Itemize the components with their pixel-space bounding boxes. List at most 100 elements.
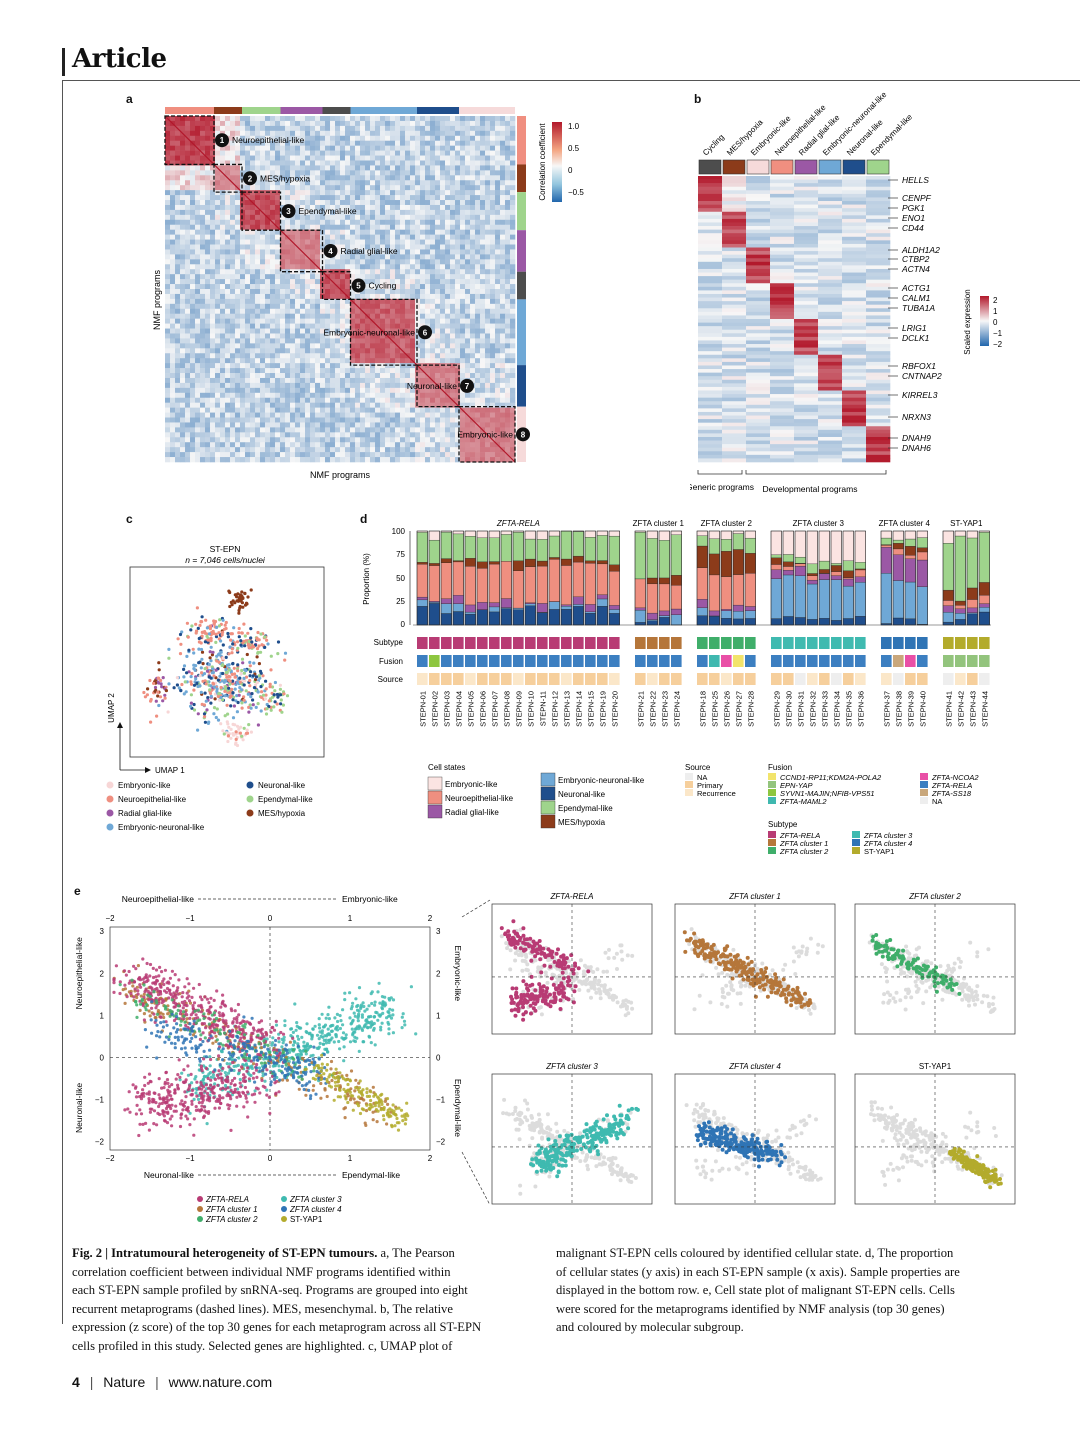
heatmap-cell bbox=[255, 397, 261, 403]
heatmap-cell bbox=[205, 402, 211, 408]
heatmap-cell bbox=[370, 195, 376, 201]
heatmap-cell bbox=[510, 338, 516, 344]
heatmap-cell bbox=[485, 135, 491, 142]
heatmap-cell bbox=[445, 437, 451, 443]
heatmap-cell bbox=[490, 130, 496, 137]
heatmap-cell bbox=[355, 214, 361, 221]
heatmap-cell bbox=[385, 422, 391, 428]
heatmap-cell bbox=[510, 135, 516, 142]
heatmap-cell bbox=[175, 234, 181, 240]
heatmap-cell bbox=[475, 195, 481, 201]
heatmap-cell bbox=[175, 343, 181, 349]
heatmap-cell bbox=[180, 125, 186, 132]
heatmap-cell bbox=[365, 264, 371, 270]
heatmap-cell bbox=[220, 358, 226, 364]
heatmap-cell bbox=[180, 358, 186, 364]
heatmap-cell bbox=[265, 432, 271, 438]
heatmap-cell bbox=[475, 185, 481, 191]
heatmap-cell bbox=[385, 377, 391, 384]
heatmap-cell bbox=[350, 407, 356, 413]
heatmap-cell bbox=[320, 145, 326, 151]
heatmap-cell bbox=[415, 397, 421, 403]
heatmap-cell bbox=[305, 239, 311, 245]
heatmap-cell bbox=[445, 452, 451, 458]
heatmap-cell bbox=[275, 313, 281, 319]
heatmap-cell bbox=[260, 348, 266, 354]
heatmap-cell bbox=[230, 412, 236, 418]
heatmap-cell bbox=[275, 387, 281, 394]
heatmap-cell bbox=[335, 432, 341, 438]
heatmap-cell bbox=[475, 259, 481, 265]
heatmap-cell bbox=[355, 239, 361, 245]
heatmap-cell bbox=[200, 155, 206, 161]
heatmap-cell bbox=[280, 264, 286, 270]
heatmap-cell bbox=[450, 284, 456, 290]
heatmap-cell bbox=[455, 427, 461, 433]
heatmap-cell bbox=[405, 209, 411, 216]
heatmap-cell bbox=[215, 170, 221, 176]
heatmap-cell bbox=[310, 402, 316, 408]
heatmap-cell bbox=[495, 155, 501, 161]
heatmap-cell bbox=[475, 254, 481, 260]
heatmap-cell bbox=[250, 328, 256, 334]
heatmap-cell bbox=[315, 279, 321, 285]
heatmap-cell bbox=[330, 293, 336, 300]
heatmap-cell bbox=[230, 293, 236, 300]
heatmap-cell bbox=[510, 382, 516, 389]
heatmap-cell bbox=[490, 259, 496, 265]
heatmap-cell bbox=[245, 422, 251, 428]
heatmap-cell bbox=[370, 313, 376, 319]
heatmap-cell bbox=[430, 284, 436, 290]
heatmap-cell bbox=[435, 135, 441, 142]
heatmap-cell bbox=[235, 457, 241, 463]
heatmap-cell bbox=[415, 229, 421, 235]
heatmap-cell bbox=[175, 135, 181, 142]
heatmap-cell bbox=[245, 249, 251, 255]
heatmap-cell bbox=[335, 343, 341, 349]
heatmap-cell bbox=[445, 269, 451, 275]
heatmap-cell bbox=[235, 417, 241, 423]
heatmap-cell bbox=[265, 348, 271, 354]
heatmap-cell bbox=[390, 293, 396, 300]
heatmap-cell bbox=[365, 422, 371, 428]
heatmap-cell bbox=[450, 125, 456, 132]
heatmap-cell bbox=[345, 145, 351, 151]
heatmap-cell bbox=[315, 392, 321, 399]
heatmap-cell bbox=[240, 412, 246, 418]
heatmap-cell bbox=[440, 338, 446, 344]
heatmap-cell bbox=[185, 244, 191, 250]
heatmap-cell bbox=[230, 353, 236, 359]
heatmap-cell bbox=[340, 358, 346, 364]
heatmap-cell bbox=[465, 140, 471, 146]
heatmap-cell bbox=[390, 313, 396, 319]
heatmap-cell bbox=[400, 155, 406, 161]
heatmap-cell bbox=[465, 298, 471, 305]
heatmap-cell bbox=[205, 432, 211, 438]
heatmap-cell bbox=[295, 204, 301, 211]
heatmap-cell bbox=[180, 180, 186, 186]
heatmap-cell bbox=[285, 387, 291, 394]
heatmap-cell bbox=[330, 303, 336, 310]
heatmap-cell bbox=[355, 293, 361, 300]
heatmap-cell bbox=[245, 214, 251, 221]
heatmap-cell bbox=[235, 422, 241, 428]
heatmap-cell bbox=[460, 427, 466, 433]
heatmap-cell bbox=[410, 303, 416, 310]
heatmap-cell bbox=[490, 447, 496, 453]
heatmap-cell bbox=[395, 219, 401, 226]
heatmap-cell bbox=[245, 318, 251, 324]
heatmap-cell bbox=[370, 293, 376, 300]
metaprogram-bar-side bbox=[517, 192, 526, 231]
heatmap-cell bbox=[385, 323, 391, 329]
heatmap-cell bbox=[355, 269, 361, 275]
heatmap-cell bbox=[395, 417, 401, 423]
heatmap-cell bbox=[245, 328, 251, 334]
heatmap-cell bbox=[275, 298, 281, 305]
heatmap-cell bbox=[220, 145, 226, 151]
heatmap-cell bbox=[240, 343, 246, 349]
heatmap-cell bbox=[255, 353, 261, 359]
heatmap-cell bbox=[425, 402, 431, 408]
heatmap-cell bbox=[205, 204, 211, 211]
heatmap-cell bbox=[410, 382, 416, 389]
heatmap-cell bbox=[480, 279, 486, 285]
